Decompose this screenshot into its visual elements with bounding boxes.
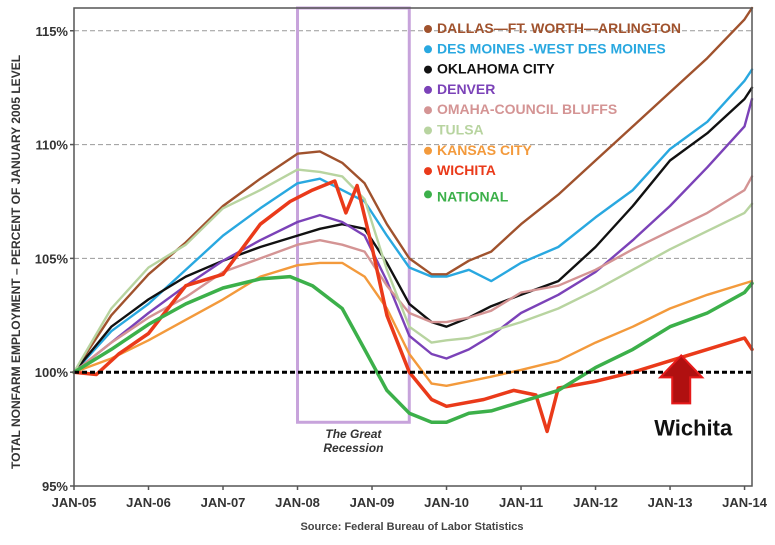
y-axis-label: TOTAL NONFARM EMPLOYMENT – PERCENT OF JA… (9, 55, 23, 469)
y-tick-label: 95% (42, 479, 68, 494)
annotation-layer: Wichita (654, 353, 733, 440)
series-line-8 (72, 274, 754, 425)
legend-label-6: KANSAS CITY (437, 142, 533, 158)
plot-frame (73, 7, 753, 487)
legend-swatch-8 (424, 190, 432, 199)
series-line-1 (72, 68, 754, 374)
legend-label-7: WICHITA (437, 162, 496, 178)
recession-label-line1: The Great (325, 427, 382, 441)
x-tick-label: JAN-11 (499, 495, 543, 510)
series-line-6 (72, 261, 754, 387)
y-tick-label: 105% (35, 251, 69, 266)
legend-swatch-3 (424, 85, 432, 94)
source-note: Source: Federal Bureau of Labor Statisti… (300, 521, 523, 533)
x-tick-label: JAN-05 (52, 495, 97, 510)
x-tick-label: JAN-13 (648, 495, 693, 510)
wichita-label: Wichita (654, 415, 733, 440)
wichita-arrow (657, 353, 705, 405)
gridlines (74, 30, 752, 259)
legend-swatch-5 (424, 126, 432, 135)
x-tick-label: JAN-10 (424, 495, 469, 510)
y-tick-label: 115% (35, 24, 68, 39)
y-tick-label: 100% (35, 365, 69, 380)
series-line-7 (72, 179, 754, 434)
legend-label-8: NATIONAL (437, 188, 509, 204)
legend-swatch-6 (424, 146, 432, 155)
legend-swatch-7 (424, 167, 432, 176)
legend-swatch-2 (424, 65, 432, 74)
legend-label-3: DENVER (437, 81, 495, 97)
y-tick-label: 110% (35, 138, 68, 153)
legend-swatch-1 (424, 45, 432, 54)
legend-label-2: OKLAHOMA CITY (437, 61, 555, 77)
axes: 95% 100% 105% 110% 115% JAN-05 JAN-06 JAN-07 JAN… (35, 7, 768, 510)
x-tick-label: JAN-08 (275, 495, 320, 510)
legend-label-0: DALLAS—FT. WORTH—ARLINGTON (437, 20, 681, 36)
x-tick-label: JAN-09 (350, 495, 395, 510)
series-line-2 (72, 86, 754, 374)
series-line-0 (72, 6, 754, 374)
legend-label-4: OMAHA-COUNCIL BLUFFS (437, 101, 617, 117)
legend: DALLAS—FT. WORTH—ARLINGTON DES MOINES -WE… (424, 20, 681, 204)
recession-label-line2: Recession (323, 441, 383, 455)
series-line-5 (72, 168, 754, 374)
legend-label-1: DES MOINES -WEST DES MOINES (437, 40, 666, 56)
legend-swatch-4 (424, 106, 432, 115)
x-tick-label: JAN-14 (722, 495, 768, 510)
legend-label-5: TULSA (437, 122, 484, 138)
x-tick-label: JAN-07 (201, 495, 246, 510)
x-tick-label: JAN-12 (573, 495, 618, 510)
legend-swatch-0 (424, 25, 432, 33)
series-layer (72, 6, 754, 434)
x-tick-label: JAN-06 (126, 495, 171, 510)
series-line-3 (72, 97, 754, 374)
